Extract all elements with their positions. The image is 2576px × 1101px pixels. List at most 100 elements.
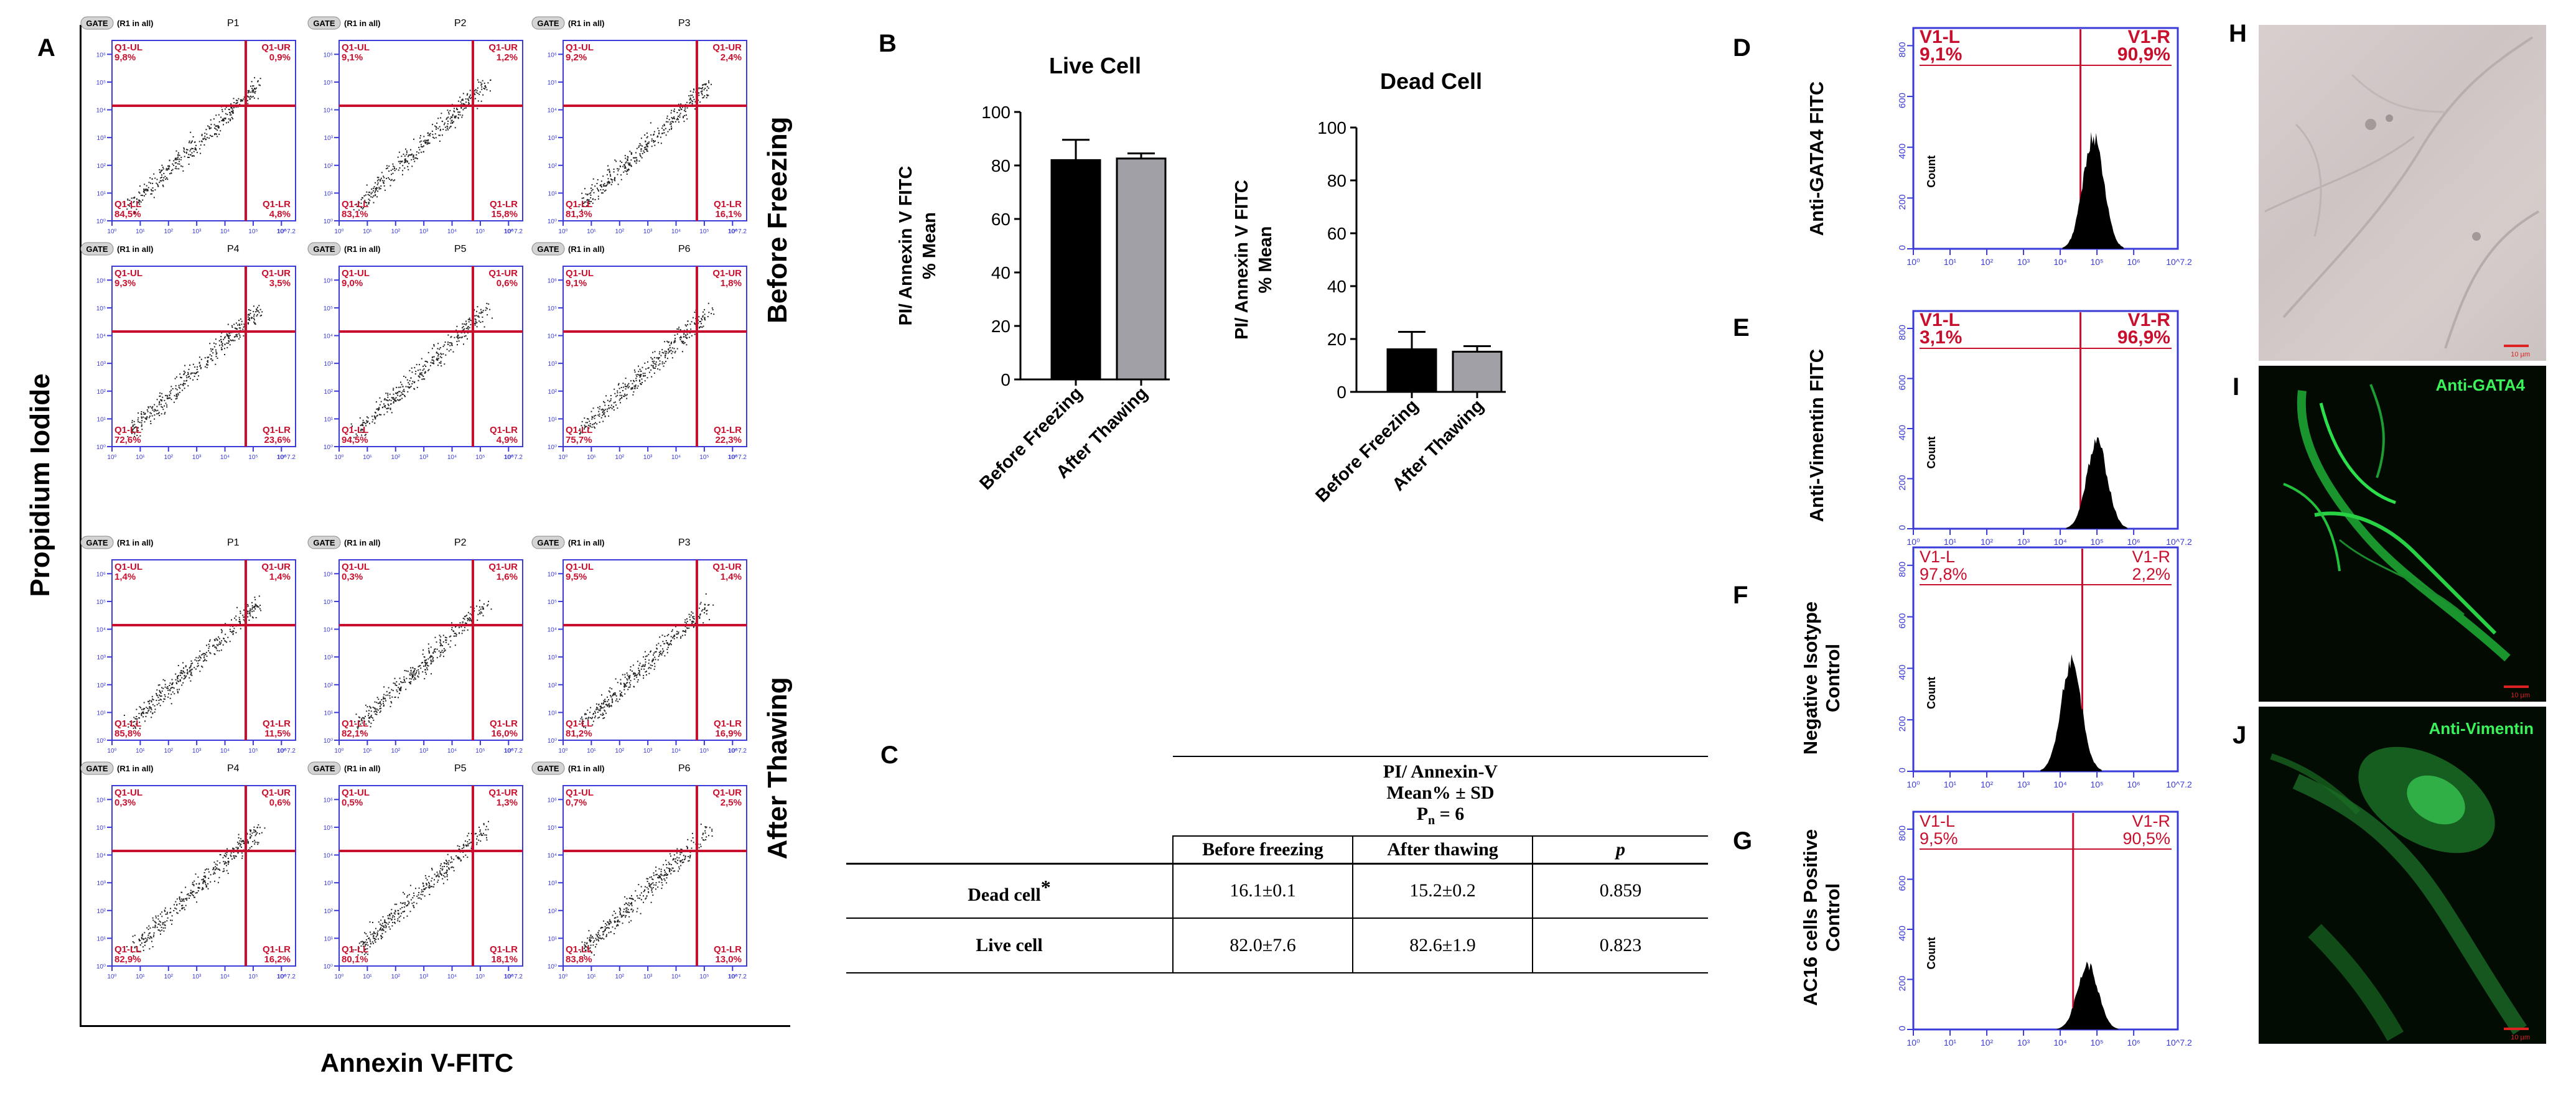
- gate-badge: [307, 16, 341, 30]
- y-tick-label: 10³: [97, 880, 106, 887]
- cell-dead-after: 15.2±0.2: [1353, 863, 1533, 919]
- y-tick-label: 10²: [548, 908, 558, 915]
- q-lr-value: 23,6%: [264, 435, 291, 445]
- q-ur-label: Q1-UR: [488, 787, 518, 798]
- x-tick-label: 10¹: [1944, 537, 1957, 547]
- q-lr-label: Q1-LR: [490, 425, 518, 435]
- y-tick-label: 10⁵: [324, 80, 333, 86]
- gate-badge-text: GATE: [537, 764, 559, 773]
- q-lr-label: Q1-LR: [490, 718, 518, 729]
- q-lr-value: 18,1%: [491, 954, 518, 965]
- plot-name: P5: [454, 763, 467, 774]
- gate-right-pct: 96,9%: [2117, 327, 2170, 348]
- gate-badge-text: GATE: [86, 538, 108, 547]
- y-tick-label: 10²: [97, 682, 106, 689]
- gate-right-label: V1-R: [2128, 310, 2171, 330]
- x-tick-label: 10⁵: [475, 748, 485, 755]
- event-dots: [353, 79, 492, 211]
- q-ll-label: Q1-LL: [114, 425, 141, 435]
- q-lr-label: Q1-LR: [490, 944, 518, 955]
- q-lr-value: 4,9%: [497, 435, 518, 445]
- q-ul-value: 9,1%: [342, 52, 363, 63]
- q-ur-label: Q1-UR: [712, 268, 742, 279]
- q-ul-value: 9,0%: [342, 278, 363, 289]
- x-tick-label: 10⁴: [220, 228, 230, 235]
- gate-text: (R1 in all): [117, 19, 154, 28]
- y-tick-label: 10²: [548, 163, 558, 170]
- q-ur-label: Q1-UR: [488, 268, 518, 279]
- x-tick-label: 10³: [2017, 779, 2030, 789]
- gate-text: (R1 in all): [568, 244, 605, 254]
- panel-b-letter: B: [879, 30, 897, 57]
- x-tick-label: 10²: [1981, 257, 1994, 267]
- bar: [1050, 159, 1101, 381]
- gate-badge-text: GATE: [537, 244, 559, 254]
- y-tick-label: 200: [1897, 194, 1908, 210]
- event-dots: [352, 820, 489, 956]
- q-ul-label: Q1-UL: [566, 562, 594, 572]
- y-tick-label: 800: [1897, 325, 1908, 340]
- q-lr-value: 4,8%: [269, 209, 291, 220]
- y-tick-label: 10⁴: [324, 853, 333, 860]
- q-ul-label: Q1-UL: [342, 787, 370, 798]
- y-tick-label: 10¹: [97, 710, 106, 717]
- plot-frame: [111, 40, 296, 221]
- x-tick-label: 10¹: [136, 454, 145, 461]
- x-tick-label: 10⁴: [447, 228, 457, 235]
- x-tick-label: 10²: [391, 748, 401, 755]
- y-tick-label: 20: [991, 317, 1010, 336]
- y-tick-label: 10³: [548, 654, 558, 661]
- y-tick-label: 10²: [97, 163, 106, 170]
- y-tick-label: 10⁰: [324, 738, 333, 745]
- y-tick-label: 10²: [97, 389, 106, 396]
- x-tick-label: 10⁰: [107, 228, 116, 235]
- gate-right-pct: 90,5%: [2122, 829, 2170, 848]
- y-tick-label: 200: [1897, 716, 1908, 732]
- scale-bar-j: [2504, 1028, 2529, 1030]
- y-tick-label: 10¹: [548, 710, 558, 717]
- gate-right-pct: 2,2%: [2132, 565, 2170, 583]
- q-ur-label: Q1-UR: [261, 562, 291, 572]
- y-tick-label: 80: [991, 156, 1010, 175]
- q-ll-value: 82,1%: [342, 728, 368, 739]
- panel-j-letter: J: [2233, 722, 2247, 749]
- plot-frame: [338, 785, 523, 967]
- x-tick-label: 10¹: [363, 973, 372, 980]
- x-tick-label: 10²: [164, 973, 174, 980]
- y-tick-label: 40: [991, 263, 1010, 282]
- y-tick-label: 10⁰: [96, 218, 106, 225]
- x-tick-label: 10⁰: [107, 973, 116, 980]
- histogram-e: E Anti-Vimentin FITC 0 200 400 600 800 Count 10⁰…: [1733, 310, 2192, 547]
- x-tick-label: 10⁰: [1906, 779, 1920, 789]
- y-tick-label: 10⁶: [548, 277, 557, 284]
- x-tick-label: 10³: [192, 454, 202, 461]
- q-ul-label: Q1-UL: [114, 42, 142, 53]
- plot-name: P6: [678, 763, 691, 774]
- histogram-label-line: Control: [1822, 644, 1844, 712]
- x-tick-label: 10⁵: [248, 973, 258, 980]
- x-tick-label: 10¹: [363, 454, 372, 461]
- x-tick-label: 10⁴: [447, 454, 457, 461]
- x-tick-label: 10⁶: [277, 228, 286, 235]
- q-ll-value: 82,9%: [114, 954, 141, 965]
- q-ul-label: Q1-UL: [342, 562, 370, 572]
- x-tick-label: 10²: [164, 454, 174, 461]
- q-lr-label: Q1-LR: [714, 199, 742, 210]
- y-tick-label: 0: [1897, 525, 1908, 530]
- histogram-label-line: AC16 cells Positive: [1799, 829, 1821, 1006]
- y-tick-label: 10²: [324, 908, 334, 915]
- gate-badge: [531, 242, 565, 256]
- y-tick-label: 10⁴: [96, 853, 106, 860]
- q-ur-value: 0,9%: [269, 52, 291, 63]
- x-tick-label: 10⁵: [2090, 537, 2103, 547]
- x-tick-label: 10³: [419, 748, 429, 755]
- q-ul-value: 9,3%: [114, 278, 136, 289]
- panel-letter: F: [1733, 582, 1748, 609]
- y-tick-label: 400: [1897, 926, 1908, 941]
- x-tick-label: 10²: [391, 454, 401, 461]
- y-tick-label: 10⁴: [324, 627, 333, 634]
- gate-text: (R1 in all): [568, 19, 605, 28]
